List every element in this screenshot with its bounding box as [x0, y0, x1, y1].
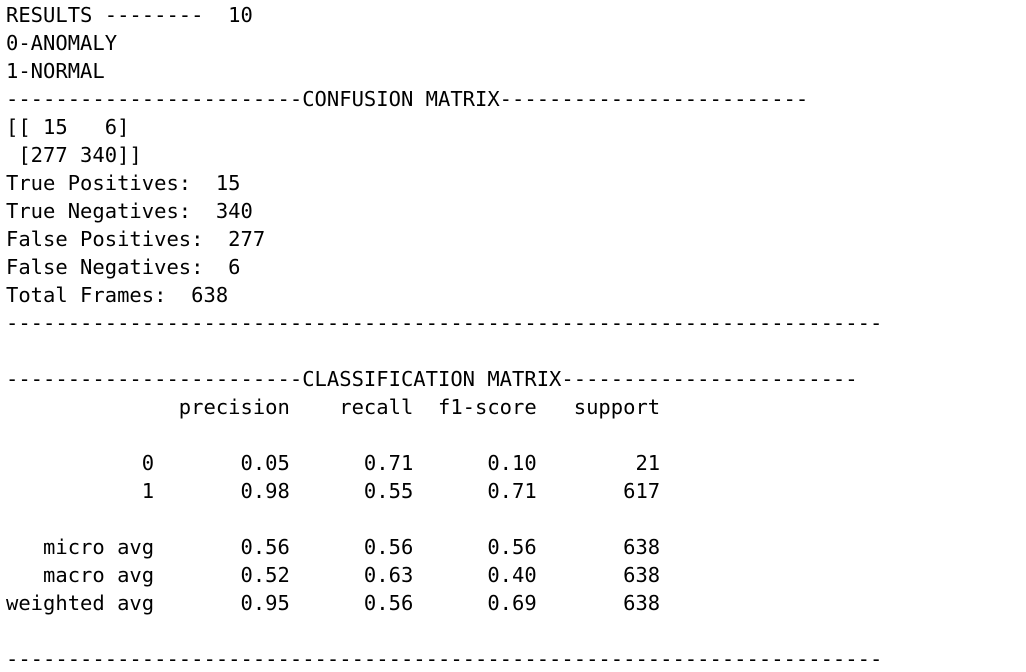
confusion-matrix-header: ------------------------CONFUSION MATRIX… — [6, 87, 809, 111]
classification-column-headers: precision recall f1-score support — [6, 395, 661, 419]
false-positives-line: False Positives: 277 — [6, 227, 266, 251]
micro-avg-row: micro avg 0.56 0.56 0.56 638 — [6, 535, 661, 559]
blank-line — [6, 505, 1026, 533]
confusion-matrix-row-1: [[ 15 6] — [6, 115, 130, 139]
results-header-line: RESULTS -------- 10 — [6, 3, 253, 27]
classification-matrix-header: ------------------------CLASSIFICATION M… — [6, 367, 858, 391]
blank-line — [6, 421, 1026, 449]
classification-row-0: 0 0.05 0.71 0.10 21 — [6, 451, 661, 475]
normal-label-line: 1-NORMAL — [6, 59, 105, 83]
false-negatives-line: False Negatives: 6 — [6, 255, 241, 279]
blank-line — [6, 337, 1026, 365]
true-negatives-line: True Negatives: 340 — [6, 199, 253, 223]
separator-line: ----------------------------------------… — [6, 311, 883, 335]
separator-line: ----------------------------------------… — [6, 647, 883, 671]
classification-row-1: 1 0.98 0.55 0.71 617 — [6, 479, 661, 503]
true-positives-line: True Positives: 15 — [6, 171, 241, 195]
confusion-matrix-row-2: [277 340]] — [6, 143, 142, 167]
weighted-avg-row: weighted avg 0.95 0.56 0.69 638 — [6, 591, 661, 615]
macro-avg-row: macro avg 0.52 0.63 0.40 638 — [6, 563, 661, 587]
total-frames-line: Total Frames: 638 — [6, 283, 229, 307]
anomaly-label-line: 0-ANOMALY — [6, 31, 118, 55]
blank-line — [6, 617, 1026, 645]
